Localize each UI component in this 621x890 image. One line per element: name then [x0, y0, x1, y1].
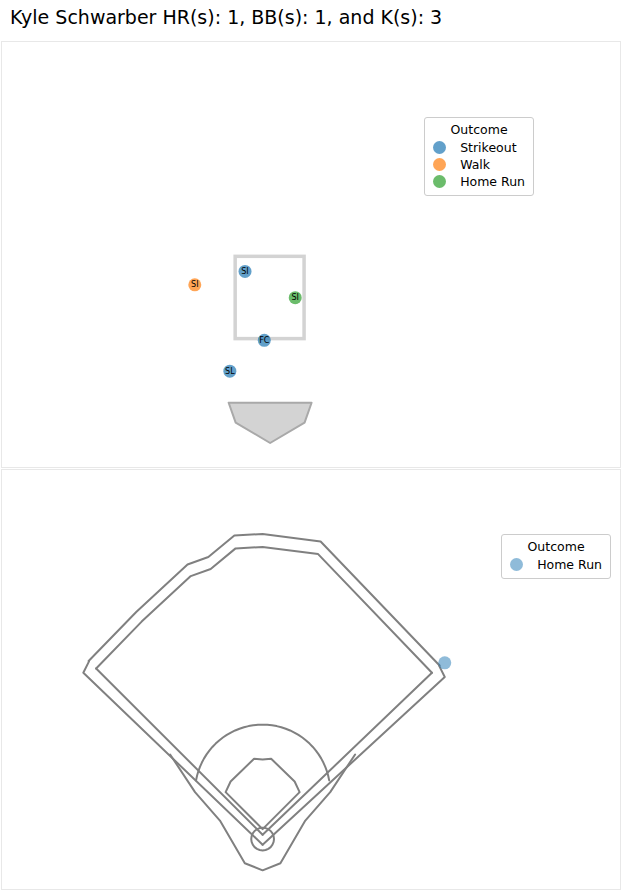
svg-text:SI: SI	[241, 267, 248, 276]
svg-text:SI: SI	[292, 293, 299, 302]
svg-text:SL: SL	[225, 367, 235, 376]
html-text:Walk: Walk	[460, 157, 491, 172]
html-text:Strikeout: Strikeout	[460, 140, 517, 155]
svg-text:FC: FC	[259, 336, 270, 345]
html-text:Home Run: Home Run	[537, 557, 602, 572]
html-text:Outcome: Outcome	[450, 122, 508, 137]
html-text:Kyle Schwarber HR(s): 1, BB(s): Kyle Schwarber HR(s): 1, BB(s): 1, and K…	[10, 6, 443, 28]
html-text:Home Run: Home Run	[460, 174, 525, 189]
svg-text:SI: SI	[191, 280, 198, 289]
html-text:Outcome: Outcome	[527, 539, 585, 554]
